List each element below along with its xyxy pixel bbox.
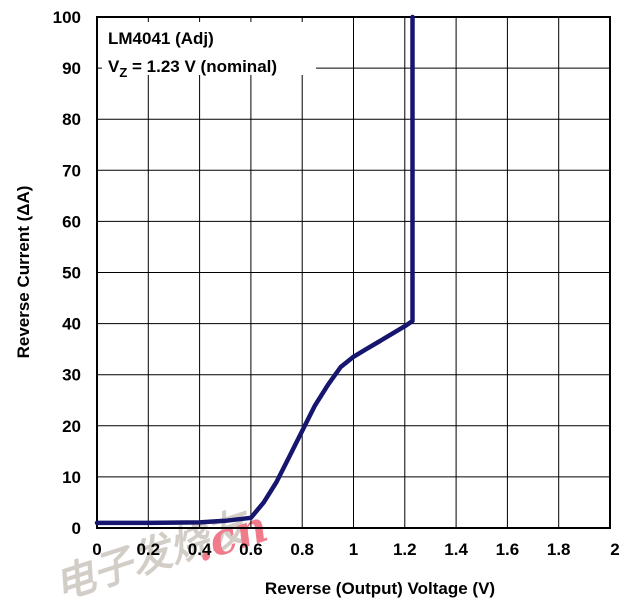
grid [96,16,611,529]
y-tick-label-2: 20 [62,417,81,436]
y-tick-labels: 0 10 20 30 40 50 60 70 80 90 100 [53,8,81,538]
y-tick-label-6: 60 [62,212,81,231]
annotation-line2-suffix: = 1.23 V (nominal) [127,57,277,76]
y-tick-label-8: 80 [62,110,81,129]
y-axis-title: Reverse Current (ΔA) [14,186,33,359]
annotation-line2-prefix: V [108,57,120,76]
y-tick-label-10: 100 [53,8,81,27]
y-tick-label-5: 50 [62,264,81,283]
annotation: LM4041 (Adj) VZ = 1.23 V (nominal) [102,22,316,80]
x-tick-labels: 0 0.2 0.4 0.6 0.8 1 1.2 1.4 1.6 1.8 2 [92,540,619,559]
x-tick-label-7: 1.4 [444,540,468,559]
annotation-line2: VZ = 1.23 V (nominal) [108,57,277,80]
series-line [94,14,415,526]
watermark-domain: .cn [188,501,274,572]
x-tick-label-0: 0 [92,540,101,559]
x-tick-label-6: 1.2 [393,540,417,559]
y-tick-label-3: 30 [62,366,81,385]
y-tick-label-9: 90 [62,59,81,78]
annotation-line1: LM4041 (Adj) [108,29,214,48]
x-tick-label-8: 1.6 [496,540,520,559]
x-tick-label-4: 0.8 [290,540,314,559]
x-tick-label-2: 0.4 [188,540,212,559]
x-tick-label-10: 2 [610,540,619,559]
y-tick-label-1: 10 [62,468,81,487]
y-tick-label-4: 40 [62,315,81,334]
x-tick-label-1: 0.2 [136,540,160,559]
annotation-line2-sub: Z [119,65,127,80]
x-tick-label-5: 1 [349,540,358,559]
x-axis-title: Reverse (Output) Voltage (V) [265,579,495,598]
y-tick-label-0: 0 [72,519,81,538]
annotation-box [102,22,316,75]
plot-area-frame [96,16,611,529]
x-tick-label-3: 0.6 [239,540,263,559]
x-tick-label-9: 1.8 [547,540,571,559]
y-tick-label-7: 70 [62,161,81,180]
